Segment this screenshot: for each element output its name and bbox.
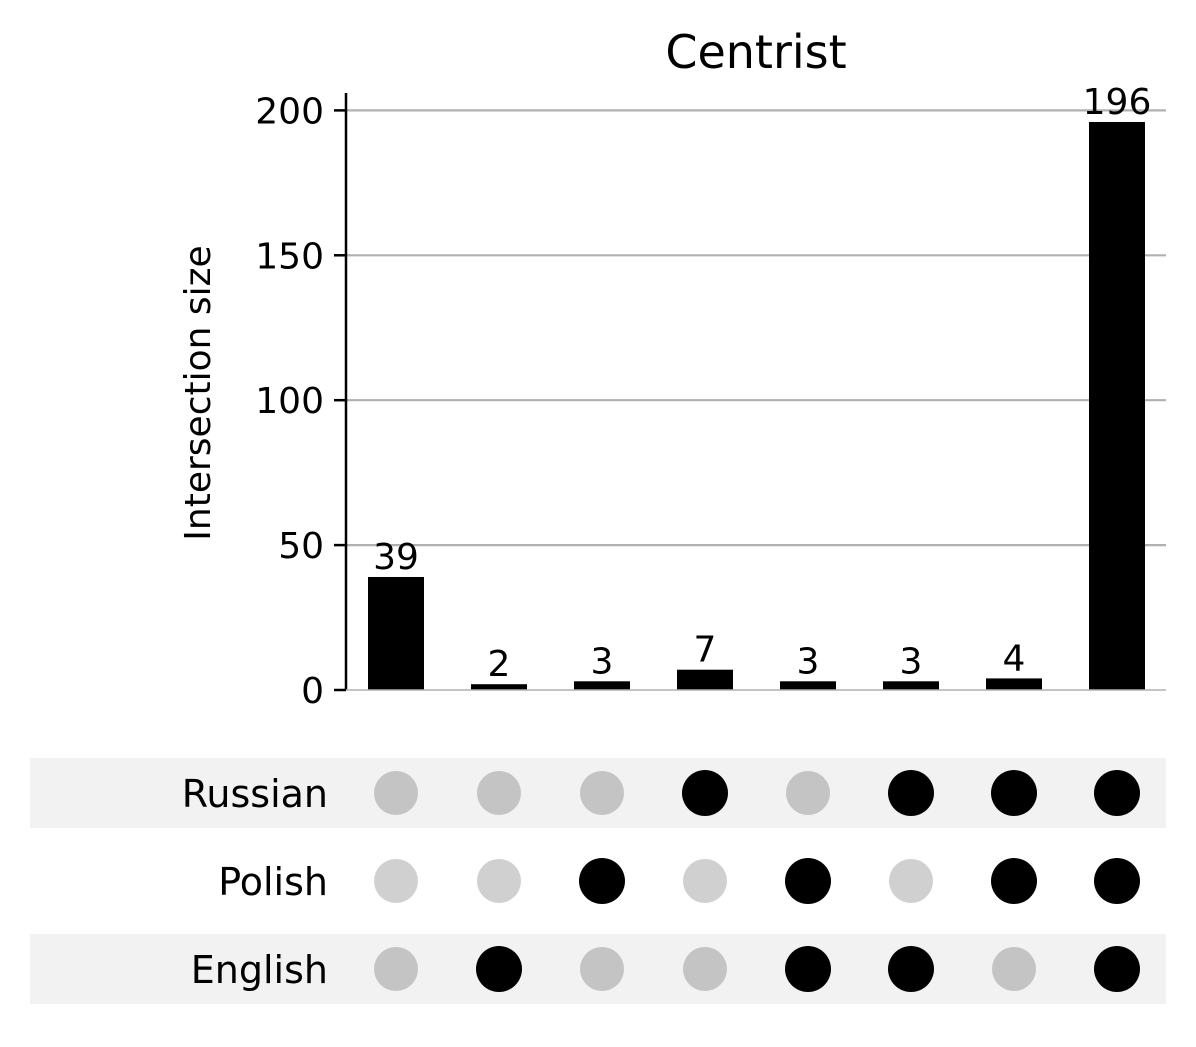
bar-6 <box>986 678 1042 690</box>
set-label-russian: Russian <box>182 772 328 816</box>
bar-2 <box>574 681 630 690</box>
axes <box>344 93 1166 691</box>
bar-1 <box>471 684 527 690</box>
bar-7 <box>1089 121 1145 690</box>
set-labels: Russian Polish English <box>182 772 328 992</box>
dot-6-polish <box>991 858 1037 904</box>
dot-2-russian <box>580 771 624 815</box>
bar-label-1: 2 <box>488 644 511 685</box>
bars <box>368 121 1145 690</box>
bar-label-4: 3 <box>797 641 820 682</box>
dot-2-polish <box>579 858 625 904</box>
y-tick-label-50: 50 <box>278 526 324 567</box>
dot-4-english <box>785 946 831 992</box>
bar-label-0: 39 <box>373 537 419 578</box>
dot-7-russian <box>1094 770 1140 816</box>
y-tick-label-150: 150 <box>255 236 324 277</box>
dot-1-english <box>476 946 522 992</box>
chart-title: Centrist <box>665 25 846 79</box>
bar-5 <box>883 681 939 690</box>
y-axis-label: Intersection size <box>178 245 219 540</box>
dot-3-russian <box>682 770 728 816</box>
bar-4 <box>780 681 836 690</box>
dot-6-english <box>992 947 1036 991</box>
dot-1-russian <box>477 771 521 815</box>
dot-2-english <box>580 947 624 991</box>
dot-0-english <box>374 947 418 991</box>
bar-0 <box>368 576 424 690</box>
dot-3-english <box>683 947 727 991</box>
bar-label-3: 7 <box>694 630 717 671</box>
dot-3-polish <box>683 859 727 903</box>
dot-5-russian <box>888 770 934 816</box>
dot-1-polish <box>477 859 521 903</box>
dot-4-russian <box>786 771 830 815</box>
matrix-dots <box>374 770 1140 992</box>
bar-label-5: 3 <box>900 641 923 682</box>
y-tick-label-0: 0 <box>301 671 324 712</box>
dot-7-polish <box>1094 858 1140 904</box>
dot-0-polish <box>374 859 418 903</box>
bar-label-6: 4 <box>1003 638 1026 679</box>
dot-4-polish <box>785 858 831 904</box>
y-tick-label-200: 200 <box>255 91 324 132</box>
dot-0-russian <box>374 771 418 815</box>
bar-3 <box>677 669 733 690</box>
set-label-polish: Polish <box>218 860 328 904</box>
y-ticks: 0 50 100 150 200 <box>255 91 346 712</box>
bar-label-7: 196 <box>1083 82 1152 123</box>
dot-6-russian <box>991 770 1037 816</box>
dot-5-english <box>888 946 934 992</box>
gridlines <box>346 109 1166 547</box>
dot-5-polish <box>889 859 933 903</box>
set-label-english: English <box>191 948 328 992</box>
bar-label-2: 3 <box>591 641 614 682</box>
dot-7-english <box>1094 946 1140 992</box>
y-tick-label-100: 100 <box>255 381 324 422</box>
